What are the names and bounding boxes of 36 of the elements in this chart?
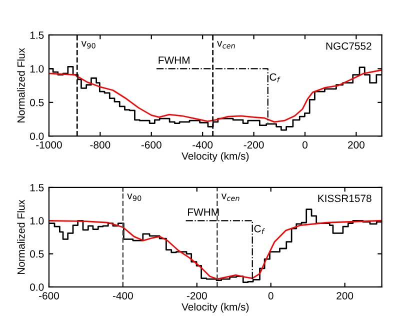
x-tick-label: -600	[141, 141, 162, 149]
annotation: NGC7552	[326, 42, 372, 50]
x-tick-label: -600	[39, 292, 59, 300]
ref-line-label: v$_{cen}$	[217, 41, 235, 48]
x-tick-label: 200	[348, 141, 364, 149]
x-tick-label: -400	[112, 292, 133, 300]
ref-line-label: v$_{90}$	[81, 41, 96, 48]
y-tick-label: 1.0	[30, 217, 44, 225]
line-series	[48, 69, 382, 123]
y-tick-label: 1.5	[30, 32, 44, 39]
y-tick-label: 0.5	[30, 250, 44, 258]
y-tick-label: 0.5	[30, 98, 44, 106]
y-axis-title: Normalized Flux	[17, 200, 25, 274]
annotation: KISSR1578	[318, 194, 372, 202]
annotation: FWHM	[188, 208, 219, 216]
x-tick-label: -1000	[36, 141, 62, 149]
x-tick-label: -200	[244, 141, 264, 149]
y-tick-label: 0.0	[30, 132, 44, 140]
x-tick-label: -400	[192, 141, 213, 149]
ref-line-label: v$_{cen}$	[221, 194, 240, 201]
x-tick-label: 0	[302, 141, 308, 149]
annotation: C$_{f}$	[254, 224, 265, 234]
y-tick-label: 1.0	[30, 65, 44, 73]
ref-line-label: v$_{90}$	[127, 194, 142, 201]
x-tick-label: 0	[268, 292, 274, 300]
annotation: C$_{f}$	[270, 73, 280, 82]
x-axis-title: Velocity (km/s)	[182, 302, 249, 313]
x-tick-label: 200	[336, 292, 354, 300]
annotation: FWHM	[158, 56, 190, 64]
line-series	[48, 220, 382, 280]
x-axis-title: Velocity (km/s)	[182, 152, 249, 162]
y-axis-title: Normalized Flux	[17, 48, 25, 122]
y-tick-label: 1.5	[30, 184, 44, 192]
x-tick-label: -800	[90, 141, 110, 149]
x-tick-label: -200	[186, 292, 207, 300]
y-tick-label: 0.0	[30, 283, 44, 291]
